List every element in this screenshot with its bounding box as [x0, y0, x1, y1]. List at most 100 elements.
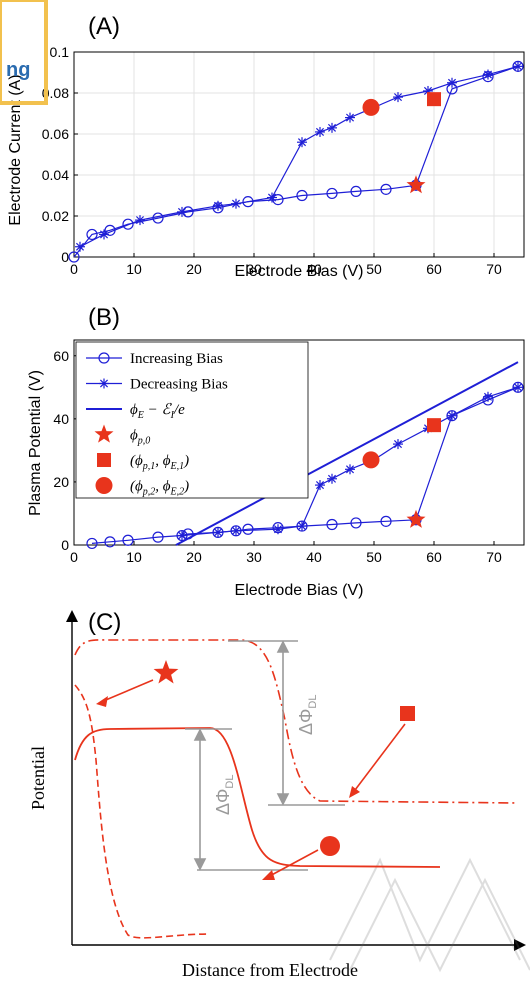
panel-a-series [68, 60, 524, 263]
data-point-asterisk [447, 410, 457, 421]
series-line-2 [175, 361, 519, 546]
data-point-asterisk [75, 241, 85, 252]
highlight-circle [362, 98, 380, 116]
data-point-asterisk [231, 198, 241, 209]
y-tick-label: 20 [53, 474, 69, 490]
circle-arrow [265, 849, 319, 879]
data-point-asterisk [177, 206, 187, 217]
panel-c-label: (C) [88, 609, 121, 636]
data-point-asterisk [447, 77, 457, 88]
watermark [329, 857, 530, 973]
legend-label: Decreasing Bias [130, 377, 228, 393]
x-tick-label: 0 [70, 261, 78, 277]
data-point-circle [68, 251, 80, 263]
data-point-circle [152, 531, 164, 543]
x-tick-label: 70 [486, 261, 502, 277]
data-point-circle [122, 218, 134, 230]
data-point-circle [272, 194, 284, 206]
data-point-asterisk [135, 215, 145, 226]
panel-a-axes-box [73, 51, 525, 258]
x-tick-label: 0 [70, 549, 78, 565]
legend-label: (ϕp,2, ϕE,2) [130, 479, 189, 498]
y-tick-label: 0 [61, 249, 69, 265]
data-point-asterisk [345, 112, 355, 123]
panel-a-xlabel: Electrode Bias (V) [235, 263, 364, 280]
data-point-circle [326, 187, 338, 200]
panel-b-ticks: 0 10 20 30 40 50 60 70 0 20 40 60 [53, 348, 502, 565]
data-point-circle [104, 536, 116, 548]
data-point-circle [86, 537, 98, 550]
data-point-circle [350, 517, 362, 529]
legend-box [75, 341, 309, 499]
x-tick-label: 40 [306, 261, 322, 277]
data-point-asterisk [99, 229, 109, 240]
data-point-asterisk [513, 61, 523, 72]
watermark-stroke [329, 857, 521, 963]
data-point-asterisk [345, 464, 355, 475]
panel-c-y-arrow [66, 610, 78, 622]
delta-phi-dl-lower: ΔΦDL [213, 775, 236, 815]
data-point-circle [242, 523, 254, 535]
x-tick-label: 10 [126, 549, 142, 565]
circle-arrowhead [262, 870, 275, 880]
panel-a-ylabel: Electrode Current (A) [7, 74, 24, 225]
highlight-square [427, 418, 441, 433]
data-point-circle [122, 534, 134, 546]
panel-c-x-arrow [514, 939, 526, 951]
legend-swatch-marker [99, 378, 109, 389]
curve-dash-dot [74, 639, 519, 804]
data-point-asterisk [297, 137, 307, 148]
x-tick-label: 30 [246, 261, 262, 277]
curve-dashed [74, 684, 211, 939]
panel-a-label: (A) [88, 13, 120, 40]
data-point-circle [242, 196, 254, 208]
panel-b-legend: Increasing Bias Decreasing Bias ϕE − ℰI/e ϕ… [75, 341, 309, 499]
legend-swatch-marker [98, 352, 110, 364]
data-point-asterisk [297, 521, 307, 532]
legend-swatch-square [97, 453, 111, 467]
data-point-asterisk [213, 527, 223, 538]
y-tick-label: 0.08 [42, 85, 69, 101]
data-point-asterisk [513, 382, 523, 393]
data-point-asterisk [483, 69, 493, 80]
x-tick-label: 60 [426, 261, 442, 277]
data-point-asterisk [273, 524, 283, 535]
panel-b: (B) 0 10 20 30 40 50 60 70 0 20 40 60 Increasing Bi… [27, 304, 525, 599]
highlight-star [406, 175, 426, 194]
star-arrowhead [96, 696, 108, 707]
panel-b-label: (B) [88, 304, 120, 331]
x-tick-label: 40 [306, 549, 322, 565]
panel-a: (A) 0 10 20 30 40 50 60 7000.020.040.060.080.1 … [0, 0, 525, 280]
legend-swatch-circle [95, 477, 113, 494]
panel-b-xlabel: Electrode Bias (V) [235, 582, 364, 599]
stamp-frame [0, 0, 48, 105]
stamp-text: ng [6, 59, 30, 81]
x-tick-label: 20 [186, 261, 202, 277]
data-point-circle [380, 183, 392, 195]
highlight-square [427, 92, 441, 107]
star-marker [153, 660, 179, 684]
y-tick-label: 60 [53, 348, 69, 364]
watermark-stroke [349, 877, 530, 973]
data-point-asterisk [267, 192, 277, 203]
panel-b-axes-box [73, 339, 525, 546]
data-point-asterisk [177, 530, 187, 541]
data-point-circle [380, 515, 392, 527]
data-point-asterisk [327, 122, 337, 133]
data-point-asterisk [315, 126, 325, 137]
data-point-asterisk [315, 480, 325, 491]
x-tick-label: 30 [246, 549, 262, 565]
data-point-circle [350, 185, 362, 197]
data-point-circle [86, 228, 98, 241]
y-tick-label: 0.06 [42, 126, 69, 142]
x-tick-label: 50 [366, 261, 382, 277]
legend-label: (ϕp,1, ϕE,1) [130, 453, 189, 472]
data-point-asterisk [393, 439, 403, 450]
guide-dim-1-arrow-top [276, 640, 290, 653]
legend-label: ϕp,0 [130, 428, 150, 447]
legend-swatch-star [94, 424, 114, 443]
data-point-asterisk [213, 200, 223, 211]
guide-dim-2-arrow-bottom [193, 858, 207, 871]
square-arrow [351, 723, 406, 795]
